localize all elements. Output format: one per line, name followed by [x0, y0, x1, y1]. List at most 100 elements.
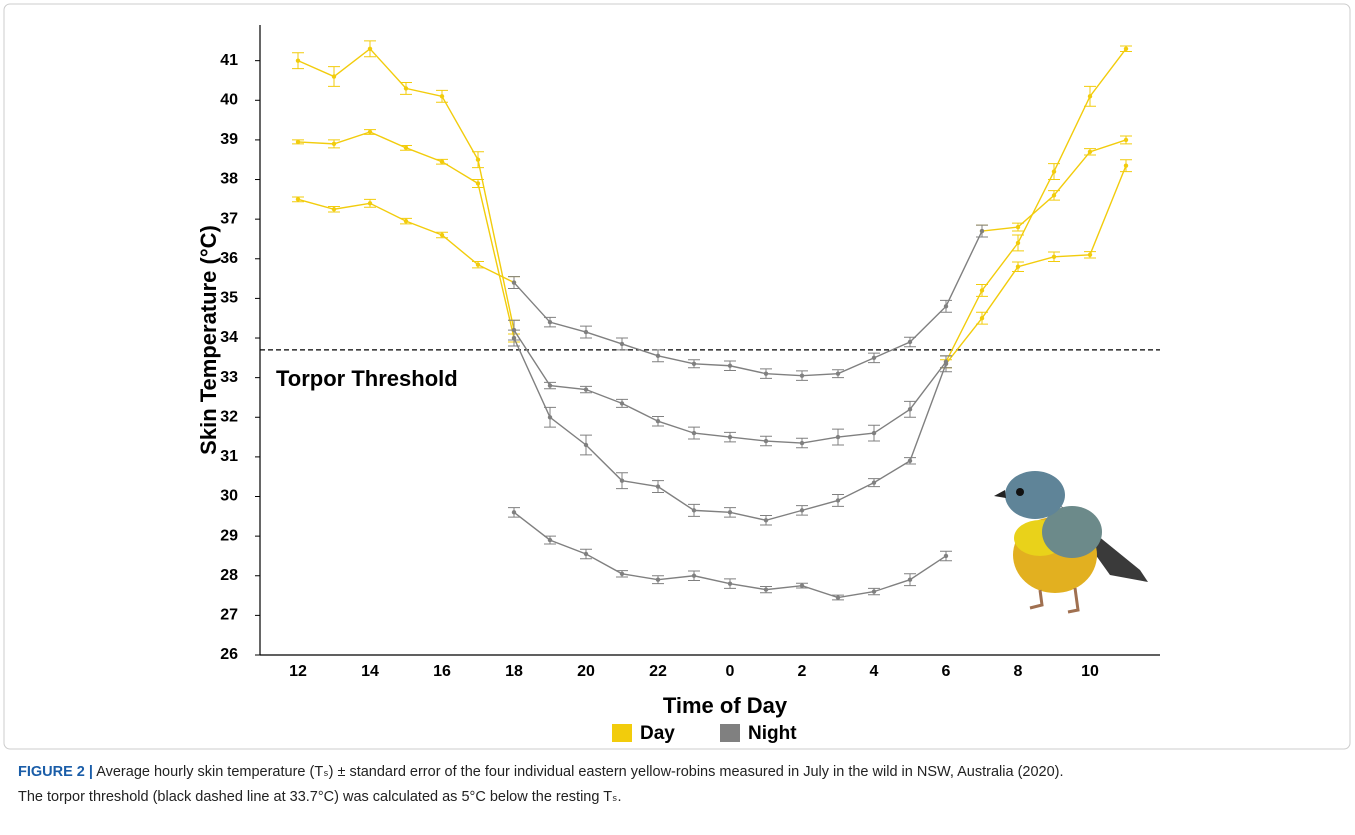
data-point [440, 94, 444, 98]
x-tick-label: 22 [649, 663, 667, 680]
legend-label: Day [640, 723, 675, 744]
data-point [296, 58, 300, 62]
data-point [800, 373, 804, 377]
data-point [404, 86, 408, 90]
data-point [764, 439, 768, 443]
x-tick-label: 0 [726, 663, 735, 680]
data-point [440, 233, 444, 237]
y-tick-label: 37 [220, 210, 238, 227]
y-tick-label: 29 [220, 527, 238, 544]
data-point [476, 158, 480, 162]
y-tick-label: 32 [220, 408, 238, 425]
data-point [872, 431, 876, 435]
data-point [1016, 264, 1020, 268]
legend-label: Night [748, 723, 797, 744]
data-point [872, 356, 876, 360]
data-point [512, 280, 516, 284]
caption-line-2: The torpor threshold (black dashed line … [18, 789, 622, 805]
y-tick-label: 30 [220, 488, 238, 505]
data-point [980, 288, 984, 292]
data-point [476, 181, 480, 185]
y-tick-label: 35 [220, 290, 238, 307]
data-point [908, 578, 912, 582]
x-tick-label: 20 [577, 663, 595, 680]
y-tick-label: 31 [220, 448, 238, 465]
data-point [656, 354, 660, 358]
data-point [620, 401, 624, 405]
x-tick-label: 16 [433, 663, 451, 680]
x-tick-label: 18 [505, 663, 523, 680]
data-point [872, 589, 876, 593]
data-point [692, 508, 696, 512]
bird-illustration [994, 471, 1148, 612]
x-tick-label: 14 [361, 663, 379, 680]
data-point [836, 435, 840, 439]
data-point [1088, 150, 1092, 154]
caption-line-1: FIGURE 2 | Average hourly skin temperatu… [18, 764, 1064, 780]
data-point [512, 510, 516, 514]
data-point [944, 304, 948, 308]
figure: Time of Day Skin Temperature (°C) Torpor… [0, 0, 1355, 835]
data-point [980, 229, 984, 233]
data-point [368, 47, 372, 51]
data-point [944, 554, 948, 558]
data-point [548, 538, 552, 542]
x-tick-label: 4 [870, 663, 879, 680]
data-point [728, 510, 732, 514]
data-point [800, 441, 804, 445]
x-tick-label: 12 [289, 663, 307, 680]
x-axis-label: Time of Day [663, 693, 788, 718]
data-point [368, 130, 372, 134]
y-tick-label: 36 [220, 250, 238, 267]
data-point [620, 342, 624, 346]
data-point [656, 484, 660, 488]
data-point [908, 459, 912, 463]
data-point [800, 508, 804, 512]
data-point [1088, 253, 1092, 257]
data-point [728, 435, 732, 439]
data-point [440, 159, 444, 163]
data-point [1124, 47, 1128, 51]
data-point [872, 480, 876, 484]
data-point [476, 263, 480, 267]
data-point [404, 146, 408, 150]
data-point [584, 443, 588, 447]
data-point [836, 371, 840, 375]
x-tick-label: 10 [1081, 663, 1099, 680]
data-point [1052, 193, 1056, 197]
data-point [584, 552, 588, 556]
data-point [764, 371, 768, 375]
data-point [620, 572, 624, 576]
data-point [728, 581, 732, 585]
data-point [656, 419, 660, 423]
data-point [548, 383, 552, 387]
data-point [296, 140, 300, 144]
legend-swatch [720, 724, 740, 742]
x-tick-label: 8 [1014, 663, 1023, 680]
data-point [1124, 138, 1128, 142]
data-point [980, 316, 984, 320]
data-point [296, 197, 300, 201]
x-tick-label: 6 [942, 663, 951, 680]
data-point [404, 219, 408, 223]
series-line [946, 166, 1126, 364]
threshold-label: Torpor Threshold [276, 366, 458, 391]
data-point [764, 587, 768, 591]
y-tick-label: 27 [220, 607, 238, 624]
y-tick-label: 28 [220, 567, 238, 584]
data-point [1052, 255, 1056, 259]
data-point [692, 574, 696, 578]
data-point [1016, 225, 1020, 229]
data-point [1088, 94, 1092, 98]
y-tick-label: 40 [220, 92, 238, 109]
data-point [836, 595, 840, 599]
data-point [836, 498, 840, 502]
y-tick-label: 38 [220, 171, 238, 188]
page: Time of Day Skin Temperature (°C) Torpor… [0, 0, 1355, 835]
data-point [584, 330, 588, 334]
data-point [1016, 241, 1020, 245]
data-point [332, 142, 336, 146]
legend-swatch [612, 724, 632, 742]
series-line [946, 49, 1126, 362]
data-point [332, 74, 336, 78]
